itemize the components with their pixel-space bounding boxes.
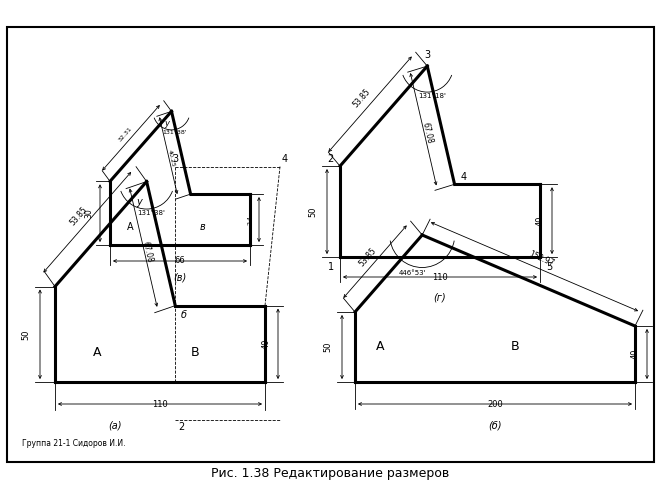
Text: 50: 50 [308, 206, 317, 217]
Text: B: B [191, 345, 200, 358]
Text: в: в [200, 222, 206, 232]
Text: Группа 21-1 Сидоров И.И.: Группа 21-1 Сидоров И.И. [22, 438, 126, 448]
Text: 152.97: 152.97 [527, 249, 555, 268]
Text: у: у [164, 119, 169, 128]
Text: 40: 40 [631, 349, 640, 359]
Text: 3: 3 [424, 50, 430, 60]
Text: 67.08: 67.08 [420, 122, 434, 145]
Text: 50: 50 [21, 329, 30, 339]
Text: у: у [136, 197, 141, 206]
Text: 40: 40 [536, 215, 545, 226]
Text: B: B [511, 340, 520, 354]
Text: 2.4: 2.4 [248, 215, 253, 225]
Text: 131°18': 131°18' [418, 93, 446, 99]
Text: 67.08: 67.08 [140, 240, 154, 263]
Text: 131°38': 131°38' [137, 209, 165, 216]
Text: A: A [93, 345, 101, 358]
Text: 53.85: 53.85 [68, 205, 89, 227]
Text: 53.85: 53.85 [351, 87, 372, 110]
Text: 131°38': 131°38' [162, 131, 187, 135]
Text: A: A [375, 340, 384, 354]
Text: 2: 2 [178, 422, 184, 432]
Text: 50: 50 [323, 342, 332, 352]
Text: 5: 5 [546, 262, 552, 272]
Text: 32.31: 32.31 [118, 126, 133, 143]
Text: 53.85: 53.85 [357, 245, 378, 268]
Text: 200: 200 [487, 400, 503, 409]
Text: 40.25: 40.25 [167, 149, 175, 168]
Text: 446°53': 446°53' [399, 270, 426, 276]
Text: 30: 30 [84, 208, 93, 218]
Text: (а): (а) [108, 420, 122, 430]
Text: 4: 4 [461, 172, 467, 182]
Text: 4: 4 [282, 153, 288, 164]
Text: б: б [180, 310, 186, 319]
Text: 110: 110 [432, 273, 448, 282]
Text: 2: 2 [328, 154, 334, 164]
Text: 66: 66 [175, 256, 185, 265]
Text: 3: 3 [173, 153, 178, 164]
Text: (г): (г) [434, 292, 446, 302]
Text: (б): (б) [488, 420, 502, 430]
Text: Рис. 1.38 Редактирование размеров: Рис. 1.38 Редактирование размеров [212, 468, 449, 481]
Text: 110: 110 [152, 400, 168, 409]
Text: 1: 1 [328, 262, 334, 272]
Text: 40: 40 [262, 338, 271, 349]
Text: A: A [127, 222, 134, 232]
Text: (в): (в) [173, 273, 186, 283]
